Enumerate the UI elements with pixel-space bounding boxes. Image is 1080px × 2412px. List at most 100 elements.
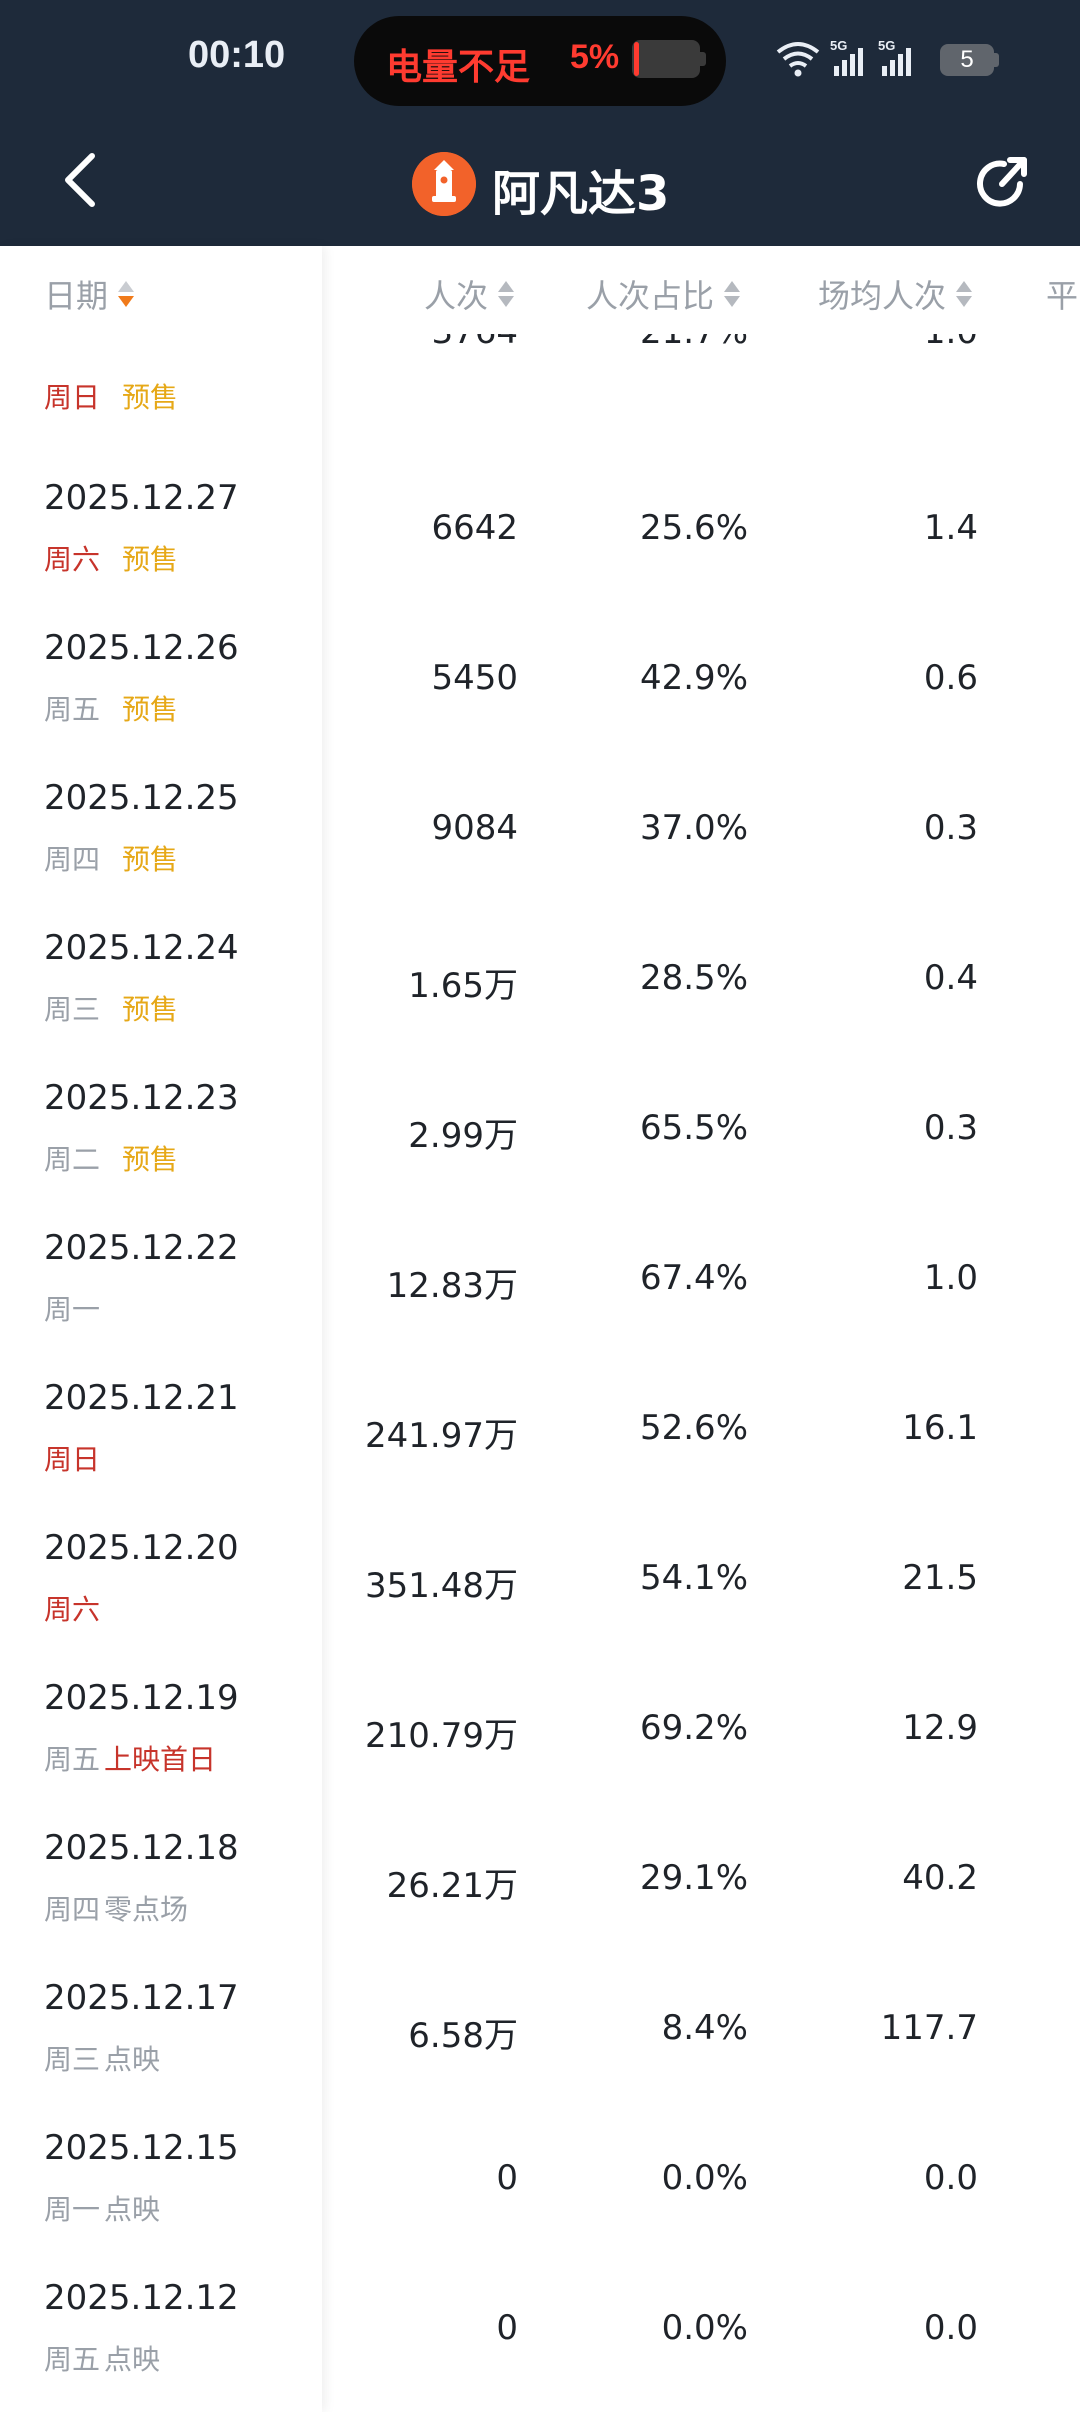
column-header-more[interactable]: 平 [1046, 277, 1079, 315]
table-row[interactable]: 2025.12.19 周五 上映首日 210.79万 69.2% 12.9 [0, 1658, 1080, 1808]
avg-per-show: 16.1 [902, 1408, 978, 1448]
people-share: 0.0% [661, 2158, 748, 2198]
avg-per-show: 0.3 [923, 808, 978, 848]
table-row[interactable]: 2025.12.23 周二 预售 2.99万 65.5% 0.3 [0, 1058, 1080, 1208]
status-time: 00:10 [188, 34, 286, 76]
back-icon[interactable] [60, 150, 100, 210]
svg-text:5G: 5G [830, 38, 847, 53]
people-count: 6642 [431, 508, 518, 548]
status-tag: 点映 [104, 2193, 161, 2226]
avg-per-show: 1.4 [923, 508, 978, 548]
people-share: 54.1% [639, 1558, 748, 1598]
weekday-label: 周三 [44, 993, 101, 1026]
status-tag: 点映 [104, 2043, 161, 2076]
table-row[interactable]: 2025.12.17 周三 点映 6.58万 8.4% 117.7 [0, 1958, 1080, 2108]
avg-per-show: 12.9 [902, 1708, 978, 1748]
people-share: 8.4% [661, 2008, 748, 2048]
date-label: 2025.12.26 [44, 628, 239, 668]
people-count: 0 [496, 2158, 518, 2198]
table-row[interactable]: 2025.12.21 周日 241.97万 52.6% 16.1 [0, 1358, 1080, 1508]
people-count: 2.99万 [408, 1116, 518, 1156]
weekday-label: 周四 [44, 1893, 101, 1926]
weekday-label: 周五 [44, 2343, 101, 2376]
people-count: 0 [496, 2308, 518, 2348]
signal-icon: 5G [830, 38, 863, 76]
date-label: 2025.12.15 [44, 2128, 239, 2168]
people-share: 37.0% [639, 808, 748, 848]
low-battery-percent: 5% [570, 38, 620, 76]
date-label: 2025.12.12 [44, 2278, 239, 2318]
column-header-avg[interactable]: 场均人次 [818, 264, 973, 324]
weekday-label: 周五 [44, 693, 101, 726]
sort-icon [118, 279, 135, 309]
date-label: 2025.12.19 [44, 1678, 239, 1718]
share-icon[interactable] [970, 150, 1034, 214]
table-row[interactable]: 2025.12.12 周五 点映 0 0.0% 0.0 [0, 2258, 1080, 2408]
date-label: 2025.12.23 [44, 1078, 239, 1118]
people-count: 210.79万 [365, 1716, 518, 1756]
date-label: 2025.12.22 [44, 1228, 239, 1268]
table-row[interactable]: 2025.12.25 周四 预售 9084 37.0% 0.3 [0, 758, 1080, 908]
people-count: 351.48万 [365, 1566, 518, 1606]
weekday-label: 周四 [44, 843, 101, 876]
people-count: 3764 [431, 334, 518, 352]
date-column [0, 246, 322, 2412]
weekday-label: 周二 [44, 1143, 101, 1176]
weekday-label: 周六 [44, 543, 101, 576]
network-status-icons: 5G 5G [776, 38, 911, 77]
status-tag: 预售 [122, 693, 179, 726]
status-tag: 上映首日 [104, 1743, 217, 1776]
weekday-label: 周日 [44, 381, 101, 414]
status-tag: 零点场 [104, 1893, 189, 1926]
people-share: 42.9% [639, 658, 748, 698]
people-share: 28.5% [639, 958, 748, 998]
table-row[interactable]: 2025.12.27 周六 预售 6642 25.6% 1.4 [0, 458, 1080, 608]
column-header-date[interactable]: 日期 [44, 264, 135, 324]
table-row-partial[interactable]: 周日 预售 3764 21.7% 1.0 [0, 334, 1080, 434]
people-count: 241.97万 [365, 1416, 518, 1456]
people-share: 21.7% [640, 334, 748, 352]
table-row[interactable]: 2025.12.26 周五 预售 5450 42.9% 0.6 [0, 608, 1080, 758]
status-tag: 预售 [122, 993, 179, 1026]
weekday-label: 周一 [44, 1293, 101, 1326]
people-share: 29.1% [639, 1858, 748, 1898]
status-tag: 预售 [122, 381, 179, 414]
date-label: 2025.12.17 [44, 1978, 239, 2018]
avg-per-show: 40.2 [902, 1858, 978, 1898]
wifi-icon [776, 42, 820, 77]
people-count: 1.65万 [408, 966, 518, 1006]
weekday-label: 周六 [44, 1593, 101, 1626]
people-count: 9084 [431, 808, 518, 848]
date-label: 2025.12.24 [44, 928, 239, 968]
people-share: 0.0% [661, 2308, 748, 2348]
sort-icon [956, 279, 973, 309]
status-tag: 预售 [122, 543, 179, 576]
status-tag: 预售 [122, 843, 179, 876]
page-title: 阿凡达3 [492, 166, 670, 222]
table-row[interactable]: 2025.12.18 周四 零点场 26.21万 29.1% 40.2 [0, 1808, 1080, 1958]
table-row[interactable]: 2025.12.22 周一 12.83万 67.4% 1.0 [0, 1208, 1080, 1358]
avg-per-show: 1.0 [923, 1258, 978, 1298]
table-row[interactable]: 2025.12.20 周六 351.48万 54.1% 21.5 [0, 1508, 1080, 1658]
movie-logo-icon [412, 152, 476, 216]
weekday-label: 周三 [44, 2043, 101, 2076]
signal-icon: 5G [878, 38, 911, 76]
people-share: 25.6% [639, 508, 748, 548]
top-bar: 00:10 电量不足 5% 5G 5G 5 [0, 0, 1080, 246]
avg-per-show: 0.0 [923, 2158, 978, 2198]
column-header-share[interactable]: 人次占比 [586, 264, 741, 324]
table-row[interactable]: 2025.12.24 周三 预售 1.65万 28.5% 0.4 [0, 908, 1080, 1058]
people-count: 12.83万 [386, 1266, 518, 1306]
column-header-people[interactable]: 人次 [424, 264, 515, 324]
avg-per-show: 117.7 [880, 2008, 978, 2048]
people-share: 69.2% [639, 1708, 748, 1748]
people-share: 67.4% [639, 1258, 748, 1298]
people-count: 26.21万 [386, 1866, 518, 1906]
people-share: 65.5% [639, 1108, 748, 1148]
table-row[interactable]: 2025.12.15 周一 点映 0 0.0% 0.0 [0, 2108, 1080, 2258]
date-label: 2025.12.21 [44, 1378, 239, 1418]
low-battery-icon [632, 40, 700, 78]
avg-per-show: 0.3 [923, 1108, 978, 1148]
date-label: 2025.12.18 [44, 1828, 239, 1868]
status-tag: 预售 [122, 1143, 179, 1176]
